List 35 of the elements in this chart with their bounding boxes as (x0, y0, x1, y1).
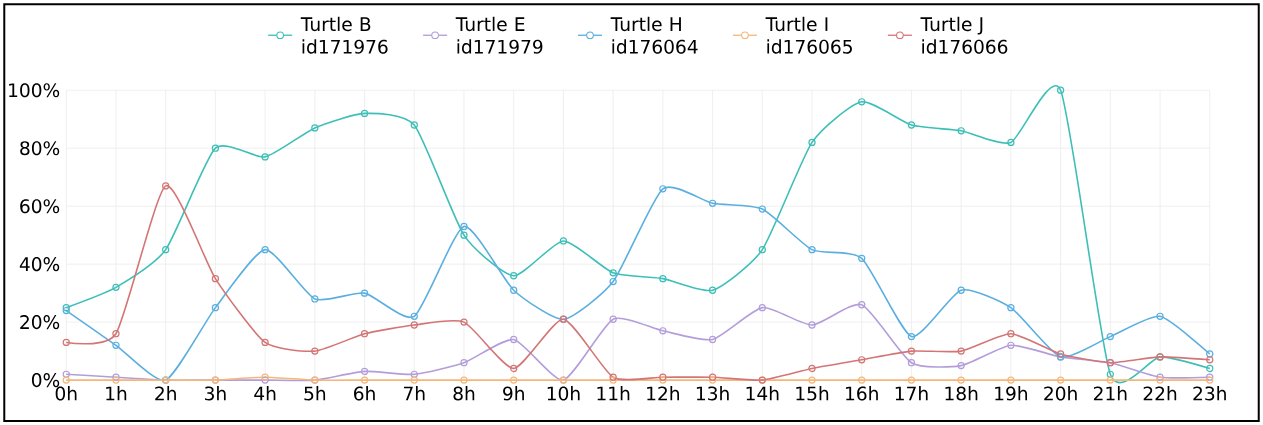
y-tick-label: 100% (9, 83, 60, 98)
legend-label: Turtle E id171979 (455, 16, 543, 54)
x-tick-label: 1h (106, 385, 127, 401)
x-tick-label: 13h (696, 385, 729, 401)
x-tick-label: 20h (1044, 385, 1077, 401)
x-tick-label: 4h (254, 385, 276, 401)
y-tick-label: 40% (19, 256, 60, 272)
y-tick-label: 60% (20, 198, 60, 214)
y-tick-label: 80% (20, 140, 60, 156)
legend-label: Turtle J id176066 (920, 16, 1008, 54)
x-tick-label: 12h (647, 385, 679, 401)
y-tick-label: 20% (20, 314, 60, 329)
x-tick-label: 23h (1193, 385, 1226, 401)
x-tick-label: 17h (895, 385, 928, 401)
x-tick-label: 7h (403, 385, 425, 401)
legend-label: Turtle B id171976 (300, 16, 388, 54)
x-tick-label: 6h (354, 385, 375, 401)
x-tick-label: 0h (55, 385, 77, 401)
x-tick-label: 8h (453, 385, 475, 401)
x-tick-label: 18h (945, 385, 978, 401)
x-tick-label: 2h (155, 385, 176, 401)
legend-label: Turtle I id176065 (765, 16, 852, 54)
x-tick-label: 5h (304, 385, 326, 401)
x-tick-label: 21h (1093, 385, 1127, 401)
y-tick-label: 0% (31, 372, 60, 387)
x-tick-label: 10h (547, 385, 580, 401)
x-tick-label: 9h (503, 385, 524, 401)
x-tick-label: 19h (995, 385, 1028, 401)
legend-label: Turtle H id176064 (610, 16, 698, 54)
x-tick-label: 16h (846, 385, 878, 401)
x-tick-label: 14h (746, 385, 779, 401)
x-tick-label: 22h (1143, 385, 1177, 401)
x-tick-label: 3h (205, 385, 226, 401)
x-tick-label: 15h (796, 385, 829, 401)
x-tick-label: 11h (597, 385, 630, 401)
